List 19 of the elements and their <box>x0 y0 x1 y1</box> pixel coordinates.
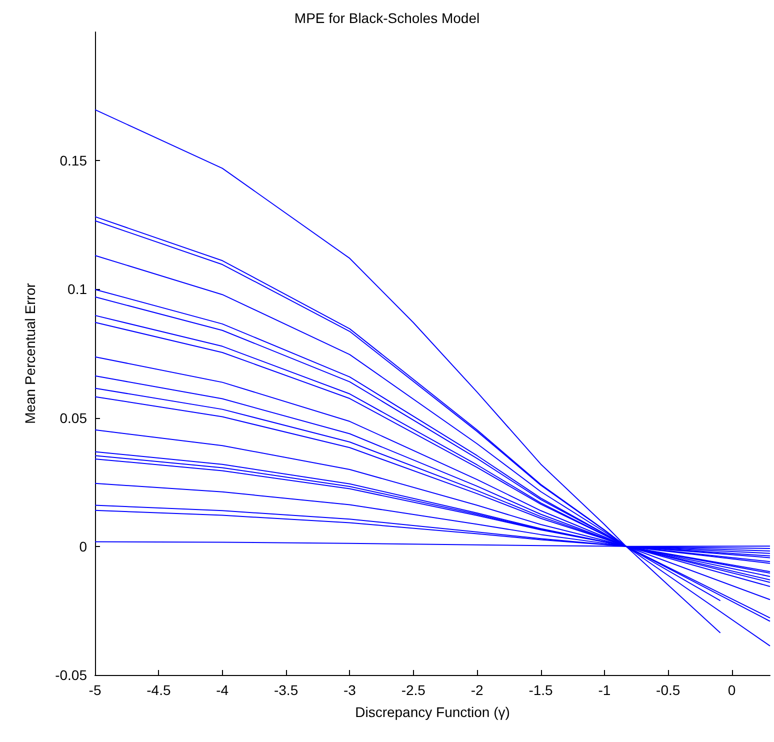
x-tick-label: -0.5 <box>656 682 680 698</box>
x-tick-label: -3 <box>343 682 356 698</box>
x-tick-label: -1 <box>598 682 611 698</box>
y-tick-label: -0.05 <box>55 667 88 683</box>
chart-title: MPE for Black-Scholes Model <box>294 10 480 26</box>
y-tick-label: 0 <box>79 538 88 554</box>
x-axis-title: Discrepancy Function (γ) <box>355 704 510 720</box>
x-tick-label: -2 <box>470 682 484 698</box>
x-tick-label: -2.5 <box>401 682 426 698</box>
x-tick-label: -4 <box>216 682 229 698</box>
y-tick-label: 0.15 <box>60 152 88 169</box>
x-tick-label: -5 <box>88 682 102 698</box>
x-tick-label: -3.5 <box>274 682 298 698</box>
x-tick-label: -1.5 <box>528 682 554 698</box>
y-tick-label: 0.1 <box>68 281 88 298</box>
x-tick-label: -4.5 <box>146 682 171 698</box>
x-tick-label: 0 <box>728 682 736 698</box>
y-tick-label: 0.05 <box>60 410 88 426</box>
y-axis-title: Mean Percentual Error <box>22 282 38 424</box>
